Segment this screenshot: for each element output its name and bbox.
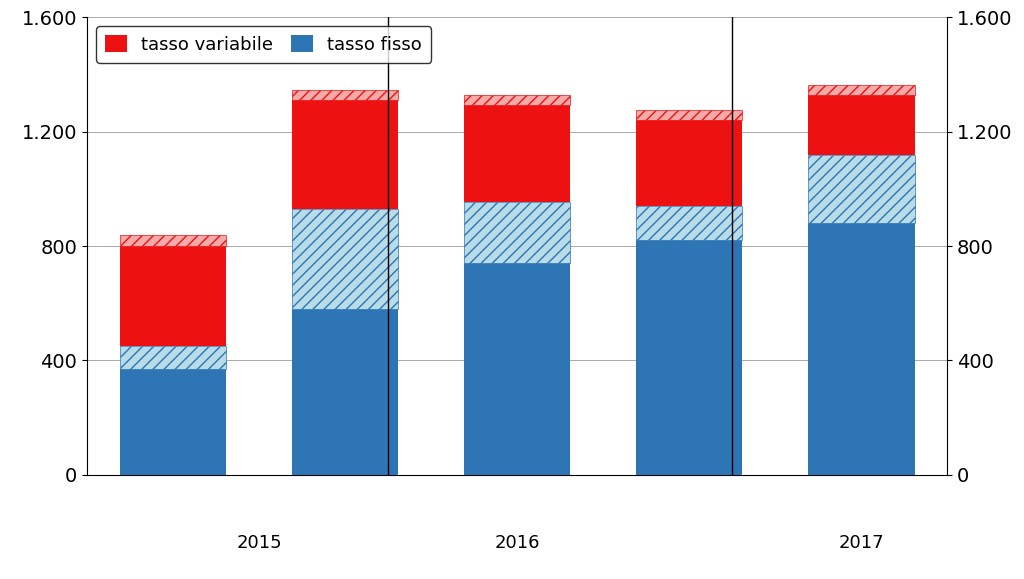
Bar bbox=[808, 94, 914, 155]
Text: 2017: 2017 bbox=[839, 534, 884, 552]
Bar bbox=[292, 309, 398, 475]
Bar bbox=[292, 90, 398, 100]
Bar bbox=[120, 346, 226, 369]
Bar bbox=[464, 263, 570, 475]
Bar bbox=[120, 234, 226, 246]
Bar bbox=[808, 223, 914, 475]
Bar bbox=[292, 209, 398, 309]
Bar bbox=[120, 246, 226, 346]
Bar bbox=[292, 100, 398, 209]
Bar bbox=[120, 369, 226, 475]
Bar bbox=[636, 120, 742, 206]
Text: 2016: 2016 bbox=[495, 534, 540, 552]
Bar bbox=[636, 110, 742, 120]
Bar bbox=[464, 94, 570, 105]
Bar bbox=[464, 201, 570, 263]
Text: 2015: 2015 bbox=[237, 534, 282, 552]
Bar bbox=[464, 105, 570, 201]
Legend: tasso variabile, tasso fisso: tasso variabile, tasso fisso bbox=[96, 27, 431, 63]
Bar bbox=[808, 155, 914, 223]
Bar bbox=[636, 206, 742, 240]
Bar bbox=[636, 240, 742, 475]
Bar bbox=[808, 85, 914, 94]
